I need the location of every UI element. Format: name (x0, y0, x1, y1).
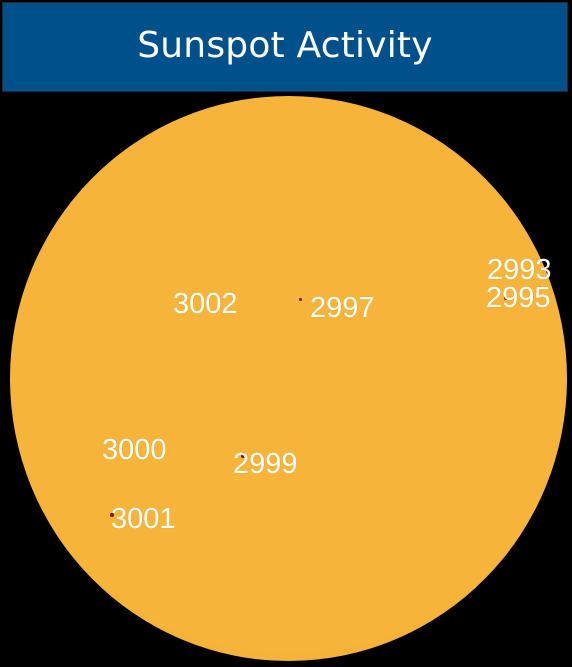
solar-disk-view: 3002 2997 2993 2995 3000 2999 3001 (2, 92, 570, 665)
region-label-2997: 2997 (310, 292, 375, 324)
figure-title: Sunspot Activity (137, 24, 433, 66)
sunspot-3001 (110, 513, 114, 517)
region-label-2999: 2999 (233, 448, 298, 480)
region-label-3000: 3000 (102, 434, 167, 466)
sunspot-2995 (504, 296, 508, 300)
region-label-3001: 3001 (111, 503, 176, 535)
region-label-2995: 2995 (486, 282, 551, 314)
title-bar: Sunspot Activity (2, 2, 568, 92)
region-label-2993: 2993 (487, 254, 552, 286)
region-label-3002: 3002 (173, 288, 238, 320)
solar-disk (10, 96, 567, 661)
sunspot-2997 (299, 298, 302, 301)
sunspot-2999 (241, 454, 245, 458)
